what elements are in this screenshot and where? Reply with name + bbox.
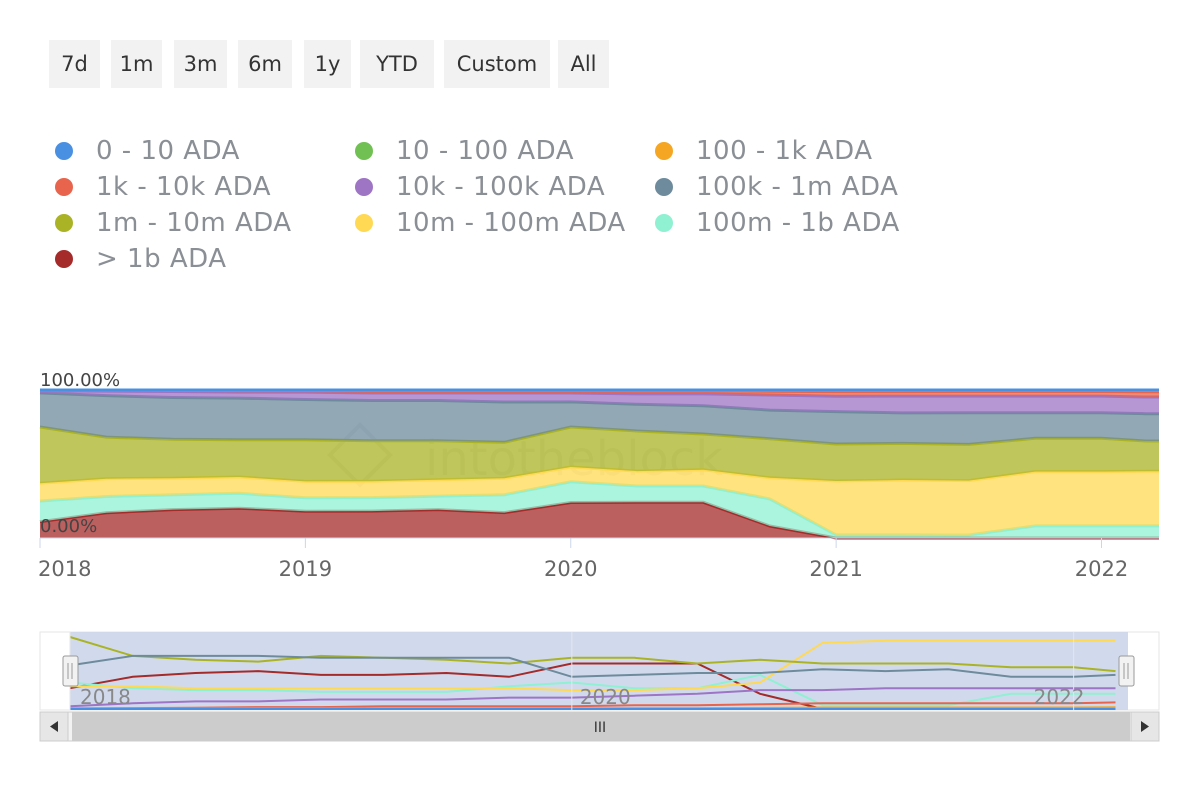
legend-dot-icon	[55, 250, 73, 268]
range-3m-button[interactable]: 3m	[174, 40, 227, 88]
legend-dot-icon	[355, 178, 373, 196]
legend-dot-icon	[55, 214, 73, 232]
y-tick-label: 0.00%	[40, 516, 97, 537]
navigator-series-line	[69, 687, 1116, 708]
legend-item[interactable]: 100m - 1b ADA	[655, 205, 900, 241]
navigator-tick-label: 2020	[580, 685, 631, 709]
scroll-left-button[interactable]	[39, 711, 69, 742]
area-series-group	[39, 388, 1159, 540]
chart-legend: 0 - 10 ADA 10 - 100 ADA 100 - 1k ADA 1k - 1…	[55, 133, 955, 283]
x-axis: 2018 2019 2020 2021 2022	[38, 537, 1159, 581]
legend-label: 100 - 1k ADA	[696, 136, 873, 166]
legend-label: 1k - 10k ADA	[96, 172, 272, 202]
range-custom-button[interactable]: Custom	[444, 40, 550, 88]
navigator-series-line	[69, 701, 1116, 710]
legend-dot-icon	[355, 142, 373, 160]
navigator-series-line	[69, 654, 1116, 678]
legend-label: 0 - 10 ADA	[96, 136, 240, 166]
legend-dot-icon	[55, 142, 73, 160]
legend-item[interactable]: 10k - 100k ADA	[355, 169, 605, 205]
navigator-left-handle[interactable]	[62, 655, 79, 687]
scroll-right-button[interactable]	[1130, 711, 1160, 742]
navigator-series-lines	[69, 636, 1116, 710]
legend-dot-icon	[355, 214, 373, 232]
range-ytd-button[interactable]: YTD	[360, 40, 434, 88]
legend-item[interactable]: 0 - 10 ADA	[55, 133, 240, 169]
range-all-button[interactable]: All	[558, 40, 609, 88]
legend-label: 10k - 100k ADA	[396, 172, 606, 202]
legend-label: > 1b ADA	[96, 244, 227, 274]
y-axis: 100.00% 0.00%	[40, 370, 120, 537]
legend-item[interactable]: 1m - 10m ADA	[55, 205, 292, 241]
legend-item[interactable]: 1k - 10k ADA	[55, 169, 271, 205]
legend-label: 100m - 1b ADA	[696, 208, 900, 238]
legend-label: 10 - 100 ADA	[396, 136, 575, 166]
navigator[interactable]: 2018 2020 2022 III	[0, 625, 1200, 745]
legend-dot-icon	[655, 178, 673, 196]
navigator-right-handle[interactable]	[1118, 655, 1135, 687]
x-tick-label: 2020	[544, 557, 597, 581]
legend-item[interactable]: 10 - 100 ADA	[355, 133, 574, 169]
arrow-left-icon	[50, 721, 58, 732]
range-7d-button[interactable]: 7d	[49, 40, 100, 88]
legend-item[interactable]: > 1b ADA	[55, 241, 227, 277]
legend-label: 100k - 1m ADA	[696, 172, 899, 202]
legend-dot-icon	[655, 214, 673, 232]
navigator-tick-label: 2022	[1034, 685, 1085, 709]
range-6m-button[interactable]: 6m	[238, 40, 292, 88]
legend-item[interactable]: 10m - 100m ADA	[355, 205, 626, 241]
navigator-tick-label: 2018	[80, 685, 131, 709]
area-series	[40, 467, 1159, 535]
x-tick-label: 2018	[38, 557, 91, 581]
legend-item[interactable]: 100 - 1k ADA	[655, 133, 873, 169]
area-series	[40, 392, 1159, 445]
arrow-right-icon	[1141, 721, 1149, 732]
legend-dot-icon	[655, 142, 673, 160]
range-1m-button[interactable]: 1m	[111, 40, 162, 88]
y-tick-label: 100.00%	[40, 370, 120, 391]
navigator-series-line	[70, 639, 1116, 692]
scrollbar-thumb[interactable]	[72, 712, 1130, 741]
legend-label: 1m - 10m ADA	[96, 208, 292, 238]
x-tick-label: 2022	[1075, 557, 1128, 581]
range-1y-button[interactable]: 1y	[304, 40, 351, 88]
x-tick-label: 2019	[279, 557, 332, 581]
area-series	[40, 481, 1159, 538]
legend-item[interactable]: 100k - 1m ADA	[655, 169, 898, 205]
legend-dot-icon	[55, 178, 73, 196]
navigator-x-axis: 2018 2020 2022	[69, 632, 1085, 710]
x-tick-label: 2021	[809, 557, 862, 581]
legend-label: 10m - 100m ADA	[396, 208, 626, 238]
navigator-series-line	[69, 636, 1116, 673]
scrollbar-thumb-grip: III	[594, 720, 606, 736]
